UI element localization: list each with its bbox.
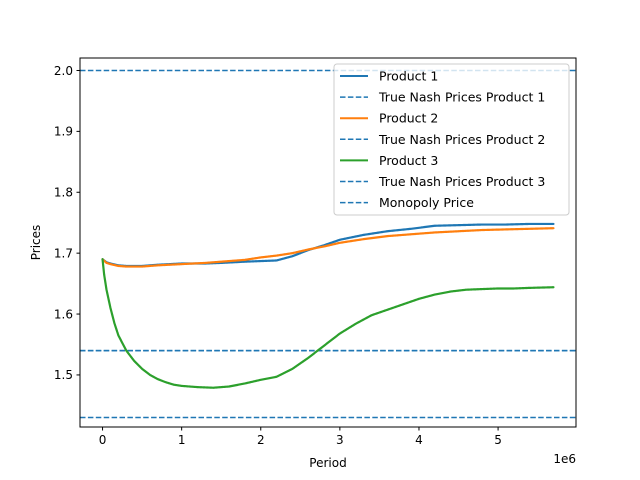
legend: Product 1 True Nash Prices Product 1 Produ… (333, 63, 570, 216)
x-axis-offset-label: 1e6 (553, 452, 576, 466)
legend-label: Product 3 (379, 153, 438, 168)
plot-frame (79, 57, 577, 428)
series-line-product-3 (101, 258, 555, 389)
x-tick-label: 1 (178, 433, 186, 447)
series-line-product-2 (101, 227, 555, 268)
y-tick-label: 1.5 (54, 368, 73, 382)
legend-label: Product 1 (379, 69, 438, 84)
y-axis-ticks: 1.5 1.6 1.7 1.8 1.9 2.0 (54, 64, 80, 382)
y-tick-label: 2.0 (54, 64, 73, 78)
x-tick-label: 3 (336, 433, 344, 447)
x-axis-ticks: 0 1 2 3 4 5 (99, 427, 502, 447)
legend-label: True Nash Prices Product 1 (378, 90, 545, 105)
data-series (101, 222, 555, 389)
y-tick-label: 1.9 (54, 125, 73, 139)
x-tick-label: 2 (257, 433, 265, 447)
x-tick-label: 0 (99, 433, 107, 447)
y-axis-label: Prices (29, 225, 43, 261)
y-tick-label: 1.7 (54, 246, 73, 260)
legend-label: Monopoly Price (379, 195, 474, 210)
x-tick-label: 4 (415, 433, 423, 447)
x-axis-label: Period (309, 456, 346, 470)
legend-label: True Nash Prices Product 2 (378, 132, 545, 147)
y-tick-label: 1.6 (54, 307, 73, 321)
legend-box (333, 63, 570, 216)
legend-label: Product 2 (379, 111, 438, 126)
legend-label: True Nash Prices Product 3 (378, 174, 545, 189)
x-tick-label: 5 (494, 433, 502, 447)
y-tick-label: 1.8 (54, 186, 73, 200)
